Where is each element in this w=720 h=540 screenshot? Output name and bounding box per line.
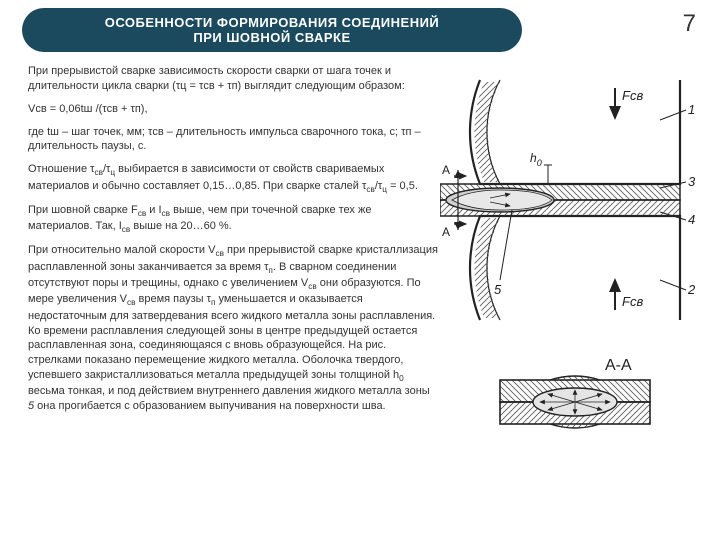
- header-banner: ОСОБЕННОСТИ ФОРМИРОВАНИЯ СОЕДИНЕНИЙ ПРИ …: [22, 8, 522, 52]
- label-1: 1: [688, 102, 695, 117]
- label-5: 5: [494, 282, 502, 297]
- para-1: При прерывистой сварке зависимость скоро…: [28, 64, 438, 94]
- svg-text:h0: h0: [530, 151, 542, 168]
- header-line1: ОСОБЕННОСТИ ФОРМИРОВАНИЯ СОЕДИНЕНИЙ: [105, 15, 440, 30]
- top-electrode-wheel: [470, 80, 680, 184]
- h0-label: h0: [530, 151, 552, 184]
- para-6: При относительно малой скорости Vсв при …: [28, 243, 438, 414]
- header-line2: ПРИ ШОВНОЙ СВАРКЕ: [193, 30, 350, 45]
- para-2: Vсв = 0,06tш /(τсв + τп),: [28, 102, 438, 117]
- label-A-bot: A: [442, 225, 450, 239]
- para-5: При шовной сварке Fсв и Iсв выше, чем пр…: [28, 203, 438, 236]
- section-label: А-А: [605, 357, 632, 374]
- figure-seam-welding: Fсв Fсв h0 A A 1 3 4 2 5 А-А: [440, 70, 700, 510]
- para-4: Отношение τсв/τц выбирается в зависимост…: [28, 162, 438, 195]
- label-2: 2: [687, 282, 696, 297]
- label-Fsv-bot: Fсв: [622, 294, 643, 309]
- body-text: При прерывистой сварке зависимость скоро…: [28, 64, 438, 422]
- label-3: 3: [688, 174, 696, 189]
- label-Fsv-top: Fсв: [622, 88, 643, 103]
- para-3: где tш – шаг точек, мм; τсв – длительнос…: [28, 125, 438, 155]
- bottom-electrode-wheel: [470, 216, 680, 320]
- cross-section: [500, 376, 650, 428]
- label-4: 4: [688, 212, 695, 227]
- page-number: 7: [683, 10, 696, 38]
- label-A-top: A: [442, 163, 450, 177]
- weld-sheets: [440, 184, 680, 216]
